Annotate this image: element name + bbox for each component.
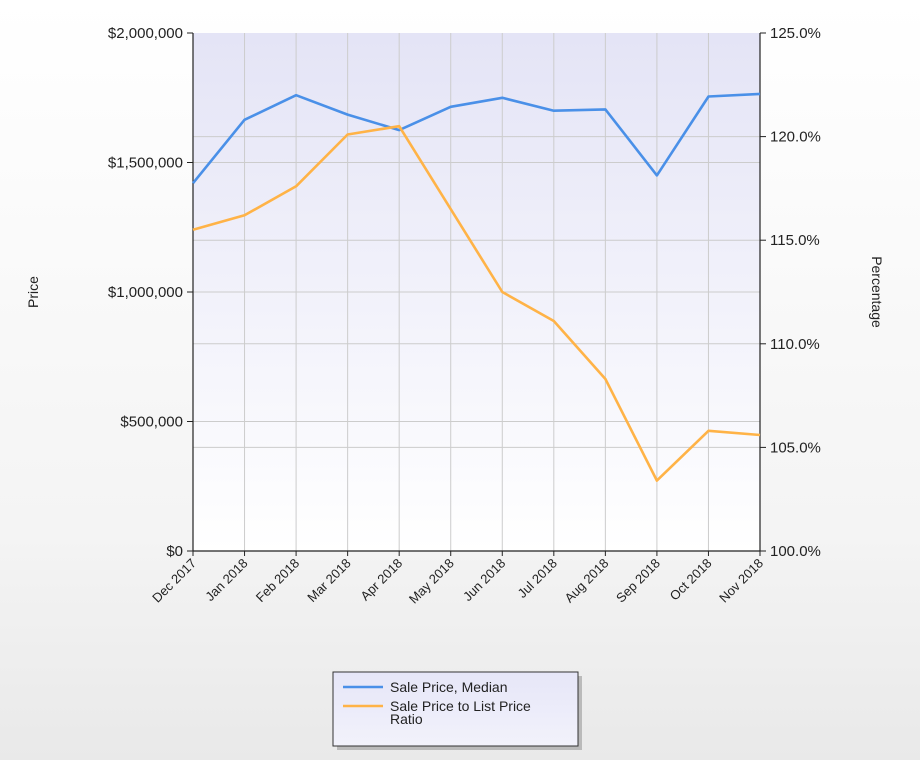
x-tick-label: Mar 2018 xyxy=(304,556,353,605)
y-left-axis-title: Price xyxy=(25,276,41,308)
x-tick-label: Jul 2018 xyxy=(515,556,560,601)
y-right-tick-label: 105.0% xyxy=(770,439,821,456)
x-tick-label: Jun 2018 xyxy=(460,556,508,604)
x-tick-label: Jan 2018 xyxy=(202,556,250,604)
x-tick-label: Apr 2018 xyxy=(357,556,405,604)
x-tick-label: Oct 2018 xyxy=(667,556,715,604)
y-left-tick-label: $0 xyxy=(166,543,183,560)
y-left-tick-label: $2,000,000 xyxy=(108,25,183,42)
y-left-tick-label: $500,000 xyxy=(120,414,183,431)
y-left-tick-label: $1,500,000 xyxy=(108,155,183,172)
legend-entry-label: Sale Price, Median xyxy=(390,679,508,695)
y-right-axis-title: Percentage xyxy=(869,256,885,328)
x-tick-label: Nov 2018 xyxy=(716,556,766,606)
y-right-tick-label: 110.0% xyxy=(770,336,820,353)
y-left-tick-label: $1,000,000 xyxy=(108,284,183,301)
x-tick-label: Dec 2017 xyxy=(149,556,199,606)
y-right-tick-label: 120.0% xyxy=(770,129,821,146)
x-tick-label: Aug 2018 xyxy=(562,556,612,606)
x-tick-label: Sep 2018 xyxy=(613,556,663,606)
x-tick-label: May 2018 xyxy=(406,556,457,607)
y-right-tick-label: 115.0% xyxy=(770,232,820,249)
y-right-tick-label: 125.0% xyxy=(770,25,821,42)
x-tick-label: Feb 2018 xyxy=(253,556,302,605)
y-right-tick-label: 100.0% xyxy=(770,543,821,560)
legend-entry-label: Ratio xyxy=(390,711,423,727)
